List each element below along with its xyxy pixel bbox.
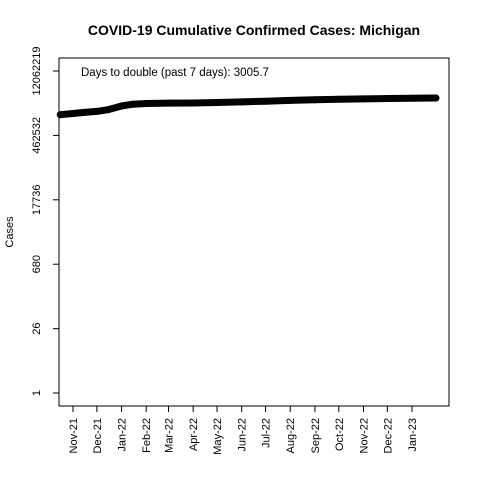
data-point <box>213 99 221 106</box>
x-tick-label: Mar-22 <box>163 418 175 453</box>
data-point <box>142 100 150 107</box>
x-tick-label: Dec-21 <box>92 418 104 453</box>
x-tick-label: Oct-22 <box>334 418 346 451</box>
data-point <box>408 94 416 102</box>
y-tick-label: 462532 <box>31 117 43 154</box>
data-point <box>383 95 391 102</box>
data-point <box>432 94 440 102</box>
y-tick-label: 26 <box>31 323 43 335</box>
x-tick-label: Nov-22 <box>358 418 370 453</box>
y-tick-label: 17736 <box>31 185 43 216</box>
data-point <box>189 99 197 107</box>
y-axis: 1 26 680 17736 462532 12062219 <box>31 47 59 396</box>
data-point <box>56 111 64 119</box>
data-point <box>311 96 319 104</box>
series-layer <box>56 94 440 119</box>
x-tick-label: Jan-22 <box>117 418 129 452</box>
plot-area <box>58 57 450 407</box>
y-tick-label: 12062219 <box>31 47 43 96</box>
data-point <box>104 106 112 114</box>
data-point <box>80 108 88 116</box>
data-point <box>118 102 125 110</box>
data-point <box>262 97 270 105</box>
data-point <box>129 100 137 108</box>
doubling-annotation: Days to double (past 7 days): 3005.7 <box>81 67 269 79</box>
data-point <box>165 99 172 107</box>
x-tick-label: Nov-21 <box>68 418 80 453</box>
series-line <box>56 94 440 119</box>
x-tick-label: Feb-22 <box>141 418 153 453</box>
x-tick-label: Sep-22 <box>310 418 322 453</box>
x-axis: Nov-21 Dec-21 Jan-22 Feb-22 Mar-22 Apr-22 May-… <box>68 406 419 455</box>
x-tick-label: Dec-22 <box>382 418 394 453</box>
y-tick-label: 1 <box>31 390 43 396</box>
x-tick-label: May-22 <box>212 418 224 455</box>
x-tick-label: Jul-22 <box>261 418 273 448</box>
data-point <box>93 107 101 115</box>
x-tick-label: Apr-22 <box>188 418 200 451</box>
data-point <box>286 96 294 104</box>
x-tick-label: Jan-23 <box>407 418 419 452</box>
data-point <box>335 95 343 103</box>
data-point <box>360 95 367 103</box>
y-tick-label: 680 <box>31 255 43 273</box>
data-point <box>238 98 246 106</box>
y-axis-label: Cases <box>4 216 16 248</box>
x-tick-label: Jun-22 <box>237 418 249 452</box>
data-point <box>69 110 77 117</box>
chart-title: COVID-19 Cumulative Confirmed Cases: Mic… <box>88 22 420 38</box>
x-tick-label: Aug-22 <box>285 418 297 453</box>
